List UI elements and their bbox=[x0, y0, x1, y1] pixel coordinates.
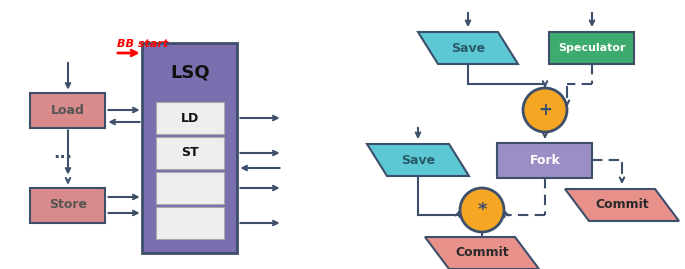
FancyBboxPatch shape bbox=[497, 143, 593, 178]
Text: Fork: Fork bbox=[530, 154, 560, 167]
Text: ST: ST bbox=[182, 147, 199, 160]
Polygon shape bbox=[367, 144, 469, 176]
Text: ···: ··· bbox=[53, 148, 73, 167]
Text: Save: Save bbox=[401, 154, 435, 167]
FancyBboxPatch shape bbox=[156, 102, 224, 134]
Text: +: + bbox=[538, 101, 552, 119]
FancyBboxPatch shape bbox=[156, 207, 224, 239]
Text: Save: Save bbox=[451, 41, 485, 55]
Text: Store: Store bbox=[49, 199, 87, 211]
FancyBboxPatch shape bbox=[156, 172, 224, 204]
FancyBboxPatch shape bbox=[31, 93, 105, 128]
Circle shape bbox=[460, 188, 504, 232]
FancyBboxPatch shape bbox=[156, 137, 224, 169]
FancyBboxPatch shape bbox=[31, 187, 105, 222]
Text: LSQ: LSQ bbox=[170, 64, 210, 82]
Text: Speculator: Speculator bbox=[558, 43, 626, 53]
Text: Commit: Commit bbox=[456, 246, 509, 260]
Polygon shape bbox=[418, 32, 518, 64]
Text: BB start: BB start bbox=[117, 39, 169, 49]
Text: Commit: Commit bbox=[595, 199, 649, 211]
Text: Load: Load bbox=[51, 104, 85, 116]
Polygon shape bbox=[565, 189, 679, 221]
FancyBboxPatch shape bbox=[142, 43, 238, 253]
FancyBboxPatch shape bbox=[549, 32, 634, 64]
Polygon shape bbox=[425, 237, 539, 269]
Circle shape bbox=[523, 88, 567, 132]
Text: LD: LD bbox=[181, 111, 199, 125]
Text: *: * bbox=[477, 201, 487, 219]
